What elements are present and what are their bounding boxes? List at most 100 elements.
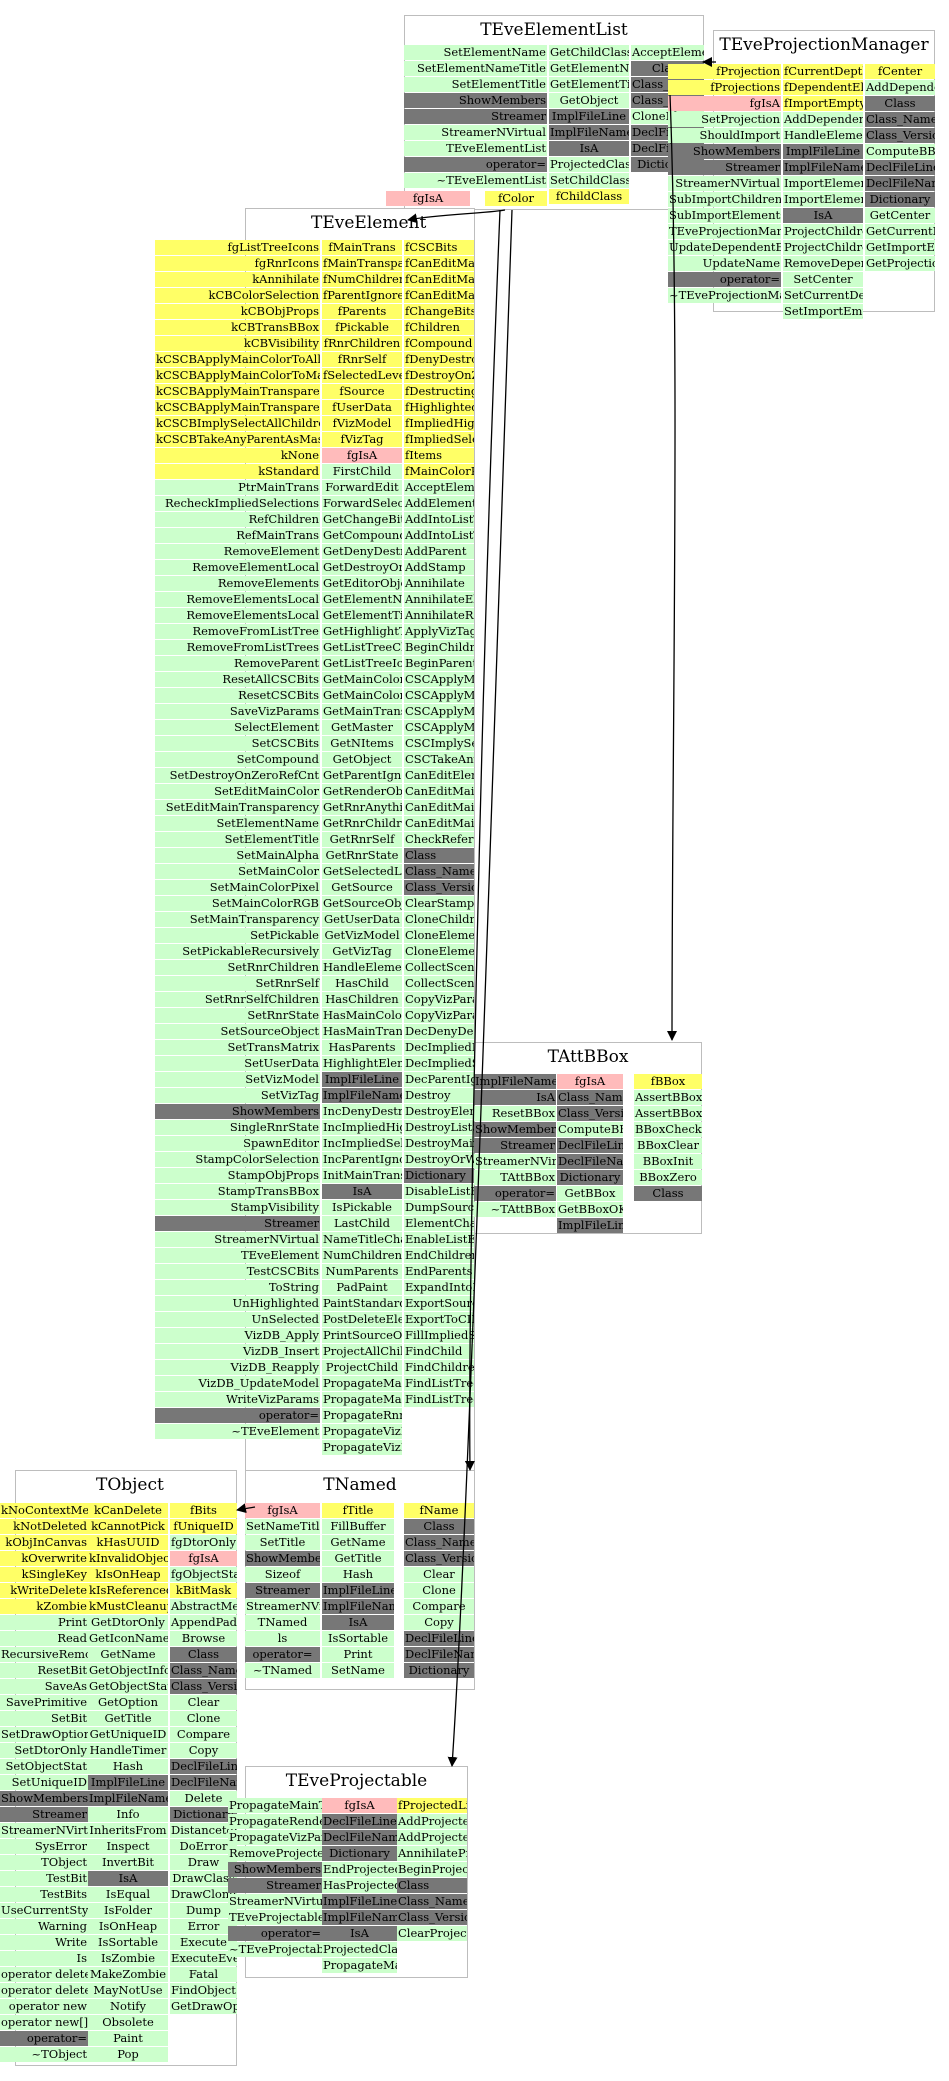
member-cell: IsA — [322, 1184, 402, 1199]
member-cell: Print — [0, 1615, 88, 1630]
member-cell: Clone — [170, 1711, 237, 1726]
member-cell: GetTitle — [322, 1551, 394, 1566]
member-cell: PropagateVizParams — [228, 1830, 322, 1845]
member-cell: fCanEditMainColor — [404, 256, 474, 271]
member-column: fNameClassClass_NameClass_VersionClearCl… — [404, 1503, 474, 1679]
member-cell: HandleElementPaste — [322, 960, 402, 975]
member-cell: Class_Version — [865, 128, 935, 143]
member-cell: ~TEveElement — [155, 1424, 320, 1439]
member-cell: GetCenter — [865, 208, 935, 223]
member-cell: kCSCBApplyMainTransparencyToMatchingChil… — [155, 400, 320, 415]
member-cell: Class_Version — [557, 1106, 623, 1121]
member-cell: StreamerNVirtual — [0, 1823, 88, 1838]
member-cell: Read — [0, 1631, 88, 1646]
member-cell: GetBBox — [557, 1186, 623, 1201]
member-column: fCurrentDepth fDependentEls fImportEmpty Ad… — [783, 64, 863, 320]
member-cell: ForwardSelection — [322, 496, 402, 511]
member-cell: SetCSCBits — [155, 736, 320, 751]
member-cell: StreamerNVirtual — [228, 1894, 322, 1909]
member-cell: StreamerNVirtual — [474, 1154, 556, 1169]
member-cell: ImplFileName — [322, 1599, 394, 1614]
member-cell: Write — [0, 1935, 88, 1950]
member-column: kCanDelete kCannotPick kHasUUID kInvalidObj… — [88, 1503, 168, 2063]
member-cell: HasChild — [322, 976, 402, 991]
member-cell: Warning — [0, 1919, 88, 1934]
member-cell: GetDrawOption — [170, 1999, 237, 2014]
member-cell: PropagateMainColor — [322, 1958, 397, 1973]
member-cell: SetBit — [0, 1711, 88, 1726]
member-cell: AcceptElement — [404, 480, 474, 495]
member-cell: SubImportElements — [668, 208, 781, 223]
member-cell: ShouldImport — [668, 128, 781, 143]
member-cell: Hash — [322, 1567, 394, 1582]
member-cell: fMainColorPtr — [404, 464, 474, 479]
member-cell: GetElementTitle — [322, 608, 402, 623]
member-cell: fUserData — [322, 400, 402, 415]
member-cell: Notify — [88, 1999, 168, 2014]
member-cell: kObjInCanvas — [0, 1535, 88, 1550]
member-cell: ExportSourceObjectToCINT — [404, 1296, 474, 1311]
member-cell: DestroyMainTrans — [404, 1136, 474, 1151]
member-cell: kNone — [155, 448, 320, 463]
member-cell: ImplFileLine — [549, 109, 629, 124]
member-cell: SetElementNameTitle — [404, 61, 547, 76]
member-cell: ToString — [155, 1280, 320, 1295]
member-column: PropagateMainTransparencyPropagateRender… — [228, 1798, 322, 1958]
member-cell: UnHighlighted — [155, 1296, 320, 1311]
member-column: fCSCBitsfCanEditMainColorfCanEditMainTra… — [404, 240, 474, 1408]
member-cell: NumChildren — [322, 1248, 402, 1263]
member-cell: FindChildren — [404, 1360, 474, 1375]
member-cell: RefChildren — [155, 512, 320, 527]
member-cell: IsA — [549, 141, 629, 156]
member-cell: ImplFileName — [88, 1791, 168, 1806]
member-cell: Class — [634, 1186, 702, 1201]
member-cell: Clear — [404, 1567, 474, 1582]
member-cell: PropagateMainColorToProjecteds — [322, 1376, 402, 1391]
member-cell: IsSortable — [88, 1935, 168, 1950]
member-cell: GetObject — [322, 752, 402, 767]
member-cell: ImplFileName — [549, 125, 629, 140]
member-cell: GetRnrChildren — [322, 816, 402, 831]
member-cell: fgIsA — [322, 1798, 397, 1813]
class-title: TNamed — [323, 1475, 397, 1495]
member-cell: DumpSourceObject — [404, 1200, 474, 1215]
member-cell: Obsolete — [88, 2015, 168, 2030]
member-cell: CollectSceneParents — [404, 960, 474, 975]
member-cell: BeginParents — [404, 656, 474, 671]
class-title: TEveElement — [311, 213, 427, 233]
member-cell: kCBColorSelection — [155, 288, 320, 303]
member-cell: Class — [170, 1647, 237, 1662]
member-column: SetElementName SetElementNameTitle SetElem… — [404, 45, 547, 189]
member-cell: FirstChild — [322, 464, 402, 479]
member-cell: DecParentIgnoreCnt — [404, 1072, 474, 1087]
member-cell: IsA — [322, 1926, 397, 1941]
member-cell: DistancetoPrimitive — [170, 1823, 237, 1838]
member-cell: StampTransBBox — [155, 1184, 320, 1199]
member-cell: TObject — [0, 1855, 88, 1870]
member-cell: ~TNamed — [245, 1663, 320, 1678]
member-cell: SetRnrState — [155, 1008, 320, 1023]
member-cell: ExportToCINT — [404, 1312, 474, 1327]
member-cell: ImplFileLine — [322, 1072, 402, 1087]
member-cell: TNamed — [245, 1615, 320, 1630]
member-cell: GetMainColorPtr — [322, 688, 402, 703]
member-cell: GetChangeBits — [322, 512, 402, 527]
member-cell: operator= — [155, 1408, 320, 1423]
member-cell: ImplFileName — [322, 1088, 402, 1103]
member-cell: SetTitle — [245, 1535, 320, 1550]
member-cell: kCannotPick — [88, 1519, 168, 1534]
member-cell: GetRnrSelf — [322, 832, 402, 847]
member-cell: operator new — [0, 1999, 88, 2014]
member-cell: RemoveElement — [155, 544, 320, 559]
member-cell: fgRnrIcons — [155, 256, 320, 271]
member-cell: Streamer — [0, 1807, 88, 1822]
member-cell: RemoveElementLocal — [155, 560, 320, 575]
member-cell: GetDtorOnly — [88, 1615, 168, 1630]
member-cell: SetDestroyOnZeroRefCnt — [155, 768, 320, 783]
member-cell: TestBits — [0, 1887, 88, 1902]
member-cell: SetVizModel — [155, 1072, 320, 1087]
member-column: fTitle FillBuffer GetName GetTitle Hash ImplF… — [322, 1503, 394, 1679]
member-cell: CSCApplyMainTransparencyToMatchingChildr… — [404, 720, 474, 735]
member-cell: VizDB_Apply — [155, 1328, 320, 1343]
member-cell: Streamer — [228, 1878, 322, 1893]
